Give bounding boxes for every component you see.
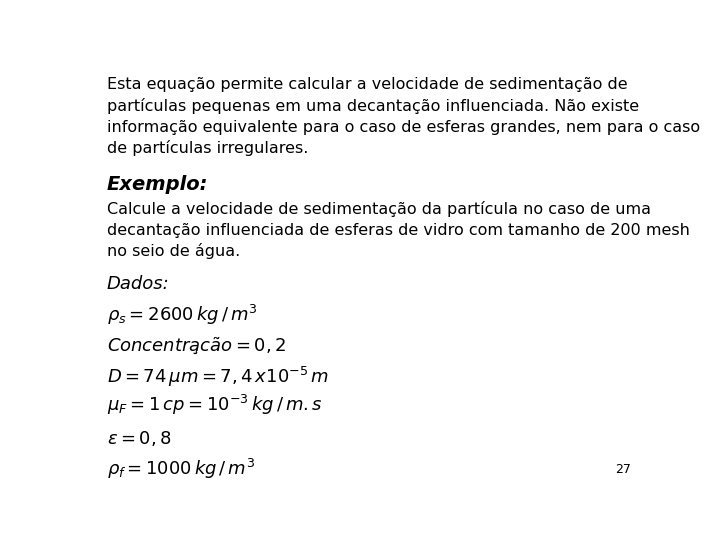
Text: Dados:: Dados: — [107, 275, 169, 293]
Text: $\varepsilon = 0,8$: $\varepsilon = 0,8$ — [107, 429, 171, 448]
Text: $D = 74\,\mu m = 7,4\,x10^{-5}\,m$: $D = 74\,\mu m = 7,4\,x10^{-5}\,m$ — [107, 365, 329, 389]
Text: Calcule a velocidade de sedimentação da partícula no caso de uma
decantação infl: Calcule a velocidade de sedimentação da … — [107, 201, 690, 259]
Text: 27: 27 — [616, 463, 631, 476]
Text: $\rho_s = 2600\,kg\,/\,m^3$: $\rho_s = 2600\,kg\,/\,m^3$ — [107, 302, 257, 327]
Text: $\it{Concentra\mathit{\c{c}}\~ao} = 0,2$: $\it{Concentra\mathit{\c{c}}\~ao} = 0,2$ — [107, 335, 286, 356]
Text: $\mu_F = 1\,cp = 10^{-3}\,kg\,/\,m.s$: $\mu_F = 1\,cp = 10^{-3}\,kg\,/\,m.s$ — [107, 393, 323, 417]
Text: Exemplo:: Exemplo: — [107, 175, 208, 194]
Text: Esta equação permite calcular a velocidade de sedimentação de
partículas pequena: Esta equação permite calcular a velocida… — [107, 77, 700, 157]
Text: $\rho_f = 1000\,kg\,/\,m^3$: $\rho_f = 1000\,kg\,/\,m^3$ — [107, 456, 255, 481]
